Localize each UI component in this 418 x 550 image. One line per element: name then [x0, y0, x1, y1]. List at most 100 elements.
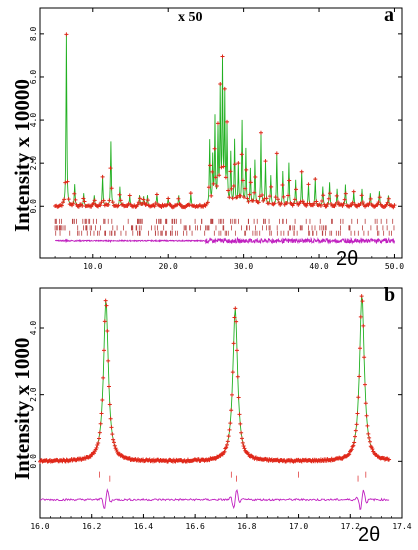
observed-point: [335, 200, 340, 205]
observed-point: [228, 169, 233, 174]
observed-point: [235, 195, 240, 200]
x-tick-label: 16.8: [237, 522, 256, 531]
observed-point: [212, 146, 217, 151]
x-tick-label: 10.0: [83, 262, 102, 271]
observed-point: [228, 421, 233, 426]
observed-point: [112, 443, 117, 448]
observed-point: [109, 186, 114, 191]
y-axis-label-a: Intensity x 10000: [10, 79, 34, 232]
observed-point: [346, 452, 351, 457]
observed-point: [263, 159, 268, 164]
observed-point: [159, 205, 164, 210]
observed-point: [353, 428, 358, 433]
observed-point: [65, 179, 70, 184]
observed-point: [377, 195, 382, 200]
observed-point: [219, 165, 224, 170]
observed-point: [347, 452, 352, 457]
observed-point: [375, 202, 380, 207]
observed-point: [232, 315, 237, 320]
observed-point: [240, 440, 245, 445]
calculated-profile: [54, 33, 395, 207]
x-tick-label: 40.0: [309, 262, 328, 271]
observed-point: [141, 197, 146, 202]
observed-point: [73, 197, 78, 202]
observed-point: [342, 197, 347, 202]
observed-point: [101, 375, 106, 380]
observed-point: [106, 384, 111, 389]
observed-point: [367, 439, 372, 444]
observed-point: [222, 86, 227, 91]
observed-point: [106, 358, 111, 363]
chart-b-svg: 16.0 16.2 16.4 16.6 16.8 17.0 17.2 17.4 0.0 2.0 4.…: [29, 287, 412, 531]
observed-point: [349, 447, 354, 452]
observed-point: [98, 421, 103, 426]
panel-label-a: a: [384, 4, 394, 26]
observed-point: [324, 204, 329, 209]
x-tick-label: 16.6: [186, 522, 205, 531]
observed-point: [154, 192, 159, 197]
observed-point: [360, 200, 365, 205]
observed-point: [281, 194, 286, 199]
observed-point: [100, 397, 105, 402]
observed-point: [366, 431, 371, 436]
observed-point: [178, 202, 183, 207]
observed-point: [88, 454, 93, 459]
observed-point: [208, 163, 213, 168]
observed-point: [358, 201, 363, 206]
difference-curve: [54, 236, 395, 245]
observed-point: [272, 201, 277, 206]
observed-point: [213, 175, 218, 180]
difference-curve: [40, 488, 390, 511]
observed-point: [357, 374, 362, 379]
observed-point: [357, 346, 362, 351]
observed-point: [107, 402, 112, 407]
observed-point: [240, 178, 245, 183]
observed-point: [107, 198, 112, 203]
x-axis-label-b: 2θ: [358, 524, 381, 546]
observed-point: [227, 427, 232, 432]
observed-point: [362, 355, 367, 360]
observed-point: [354, 422, 359, 427]
observed-point: [94, 445, 99, 450]
observed-point: [359, 294, 364, 299]
observed-point: [294, 187, 299, 192]
observed-point: [226, 188, 231, 193]
observed-point: [364, 413, 369, 418]
observed-point: [144, 202, 149, 207]
observed-point: [108, 416, 113, 421]
observed-point: [246, 199, 251, 204]
observed-point: [97, 430, 102, 435]
observed-point: [127, 193, 132, 198]
observed-point: [91, 201, 96, 206]
observed-point: [59, 203, 64, 208]
observed-point: [332, 204, 337, 209]
observed-point: [242, 195, 247, 200]
observed-point: [392, 203, 397, 208]
observed-point: [136, 200, 141, 205]
observed-point: [114, 448, 119, 453]
observed-point: [291, 201, 296, 206]
observed-point: [239, 436, 244, 441]
chart-a-svg: 10.0 20.0 30.0 40.0 50.0 0.0 2.0 4.0 6.0 8.0: [29, 7, 404, 271]
observed-point: [221, 164, 226, 169]
observed-point: [318, 203, 323, 208]
observed-point: [110, 432, 115, 437]
observed-point: [233, 306, 238, 311]
x-tick-label: 16.0: [30, 522, 49, 531]
y-tick-label: 4.0: [29, 321, 38, 336]
observed-point: [125, 203, 130, 208]
observed-point: [106, 202, 111, 207]
observed-point: [80, 203, 85, 208]
observed-point: [359, 193, 364, 198]
observed-point: [266, 201, 271, 206]
chart-panel-b: 16.0 16.2 16.4 16.6 16.8 17.0 17.2 17.4 0.0 2.0 4.…: [0, 280, 418, 550]
observed-point: [292, 197, 297, 202]
observed-point: [314, 199, 319, 204]
observed-point: [101, 348, 106, 353]
observed-point: [351, 443, 356, 448]
observed-point: [92, 198, 97, 203]
scale-annotation: x 50: [178, 10, 203, 25]
observed-point: [215, 121, 220, 126]
observed-point: [229, 408, 234, 413]
observed-point: [286, 193, 291, 198]
